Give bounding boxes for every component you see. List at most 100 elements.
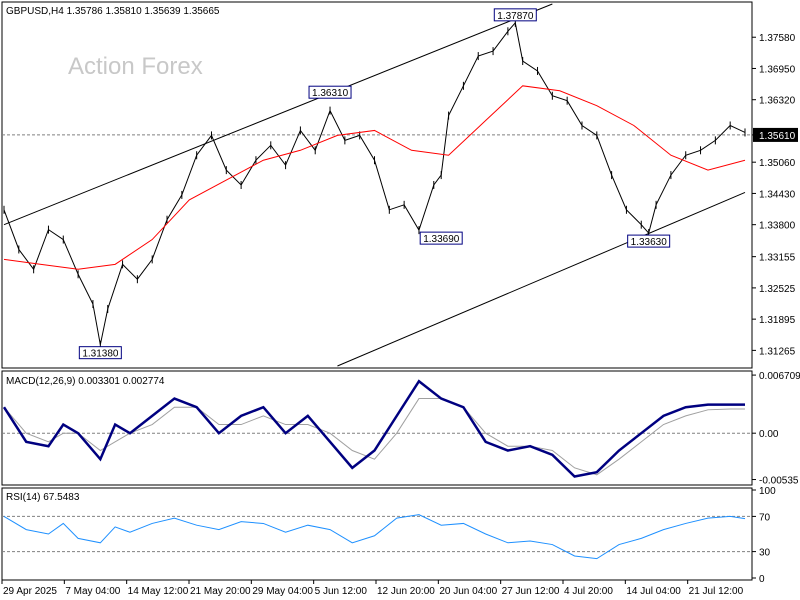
price-point (611, 171, 613, 180)
x-tick-label: 20 Jun 04:00 (439, 586, 497, 597)
annotation-label: 1.33630 (631, 237, 668, 248)
price-point (477, 52, 479, 61)
macd-title: MACD(12,26,9) 0.003301 0.002774 (6, 376, 165, 387)
y-tick-label: 1.31265 (759, 346, 796, 357)
y-tick-label: 1.37580 (759, 33, 796, 44)
price-point (537, 66, 539, 75)
price-point (648, 229, 650, 238)
price-point (670, 171, 672, 180)
y-tick-label: 1.33155 (759, 253, 796, 264)
macd-series (2, 379, 745, 478)
price-point (566, 96, 568, 105)
channel-line (3, 3, 553, 226)
price-point (514, 18, 516, 27)
price-point (3, 205, 5, 214)
price-point (62, 235, 64, 244)
annotation-label: 1.31380 (82, 349, 119, 360)
annotation-label: 1.33690 (423, 234, 460, 245)
price-point (744, 128, 746, 137)
price-point (107, 304, 109, 313)
price-point (33, 265, 35, 274)
price-point (210, 131, 212, 140)
price-point (374, 156, 375, 165)
x-tick-label: 14 May 12:00 (128, 586, 189, 597)
price-point (640, 220, 642, 229)
symbol-header: GBPUSD,H4 1.35786 1.35810 1.35639 1.3566… (6, 6, 220, 17)
price-point (329, 106, 331, 115)
price-point (551, 91, 553, 100)
price-point (122, 260, 124, 269)
price-point (285, 161, 287, 170)
price-point (240, 181, 242, 189)
current-price-tag (753, 127, 798, 142)
price-point (418, 226, 420, 235)
rsi-panel-frame (1, 487, 753, 581)
price-point (729, 121, 731, 130)
rsi-series (3, 514, 746, 560)
price-point (151, 255, 153, 264)
price-point (299, 126, 301, 135)
macd-panel-frame (1, 370, 753, 486)
price-point (507, 27, 509, 36)
annotation-box (419, 231, 463, 245)
x-tick-label: 5 Jun 12:00 (315, 586, 368, 597)
price-point (181, 190, 183, 199)
price-point (99, 340, 101, 349)
price-point (714, 136, 716, 145)
y-tick-label: 1.35060 (759, 158, 796, 169)
x-tick-label: 29 Apr 2025 (3, 586, 57, 597)
current-price-label: 1.35610 (759, 131, 796, 142)
y-tick-label: 1.34430 (759, 189, 796, 200)
price-point (685, 151, 687, 160)
annotation-box (308, 85, 352, 99)
y-tick-label: 70 (759, 512, 771, 523)
price-point (522, 57, 524, 66)
price-point (47, 225, 49, 234)
y-tick-label: 0.00 (759, 429, 779, 440)
price-point (18, 245, 20, 254)
price-point (700, 146, 702, 155)
x-tick-label: 12 Jun 20:00 (377, 586, 435, 597)
price-point (462, 81, 464, 90)
x-tick-label: 4 Jul 20:00 (564, 586, 613, 597)
y-tick-label: 1.32525 (759, 284, 796, 295)
price-point (359, 131, 361, 140)
annotation-label: 1.36310 (312, 88, 349, 99)
y-tick-label: 1.31895 (759, 315, 796, 326)
x-tick-label: 29 May 04:00 (252, 586, 313, 597)
y-tick-label: -0.00535 (759, 476, 799, 487)
price-panel-frame (1, 1, 753, 369)
price-point (388, 205, 390, 214)
annotation-label: 1.37870 (497, 11, 534, 22)
annotation-box (493, 8, 537, 22)
price-point (581, 121, 583, 130)
price-point (403, 200, 405, 209)
price-point (433, 181, 435, 189)
price-point (314, 146, 316, 155)
x-tick-label: 7 May 04:00 (65, 586, 120, 597)
price-point (77, 270, 79, 279)
price-point (166, 215, 168, 224)
price-point (136, 275, 138, 284)
moving-average-series (3, 85, 746, 270)
x-tick-label: 27 Jun 12:00 (502, 586, 560, 597)
y-tick-label: 0.006709 (759, 371, 800, 382)
y-tick-label: 1.33800 (759, 221, 796, 232)
annotation-box (627, 234, 671, 248)
price-point (492, 47, 494, 56)
price-point (625, 205, 627, 214)
price-point (92, 300, 94, 309)
price-point (596, 131, 598, 140)
watermark: Action Forex (68, 53, 203, 80)
price-point (344, 136, 346, 145)
y-tick-label: 0 (759, 574, 765, 585)
y-tick-label: 100 (759, 486, 776, 497)
x-tick-label: 21 Jul 12:00 (689, 586, 744, 597)
price-point (196, 151, 198, 160)
channel-line (337, 191, 746, 367)
price-point (270, 141, 272, 150)
price-point (448, 111, 450, 120)
y-tick-label: 1.36950 (759, 64, 796, 75)
y-tick-label: 1.36320 (759, 96, 796, 107)
